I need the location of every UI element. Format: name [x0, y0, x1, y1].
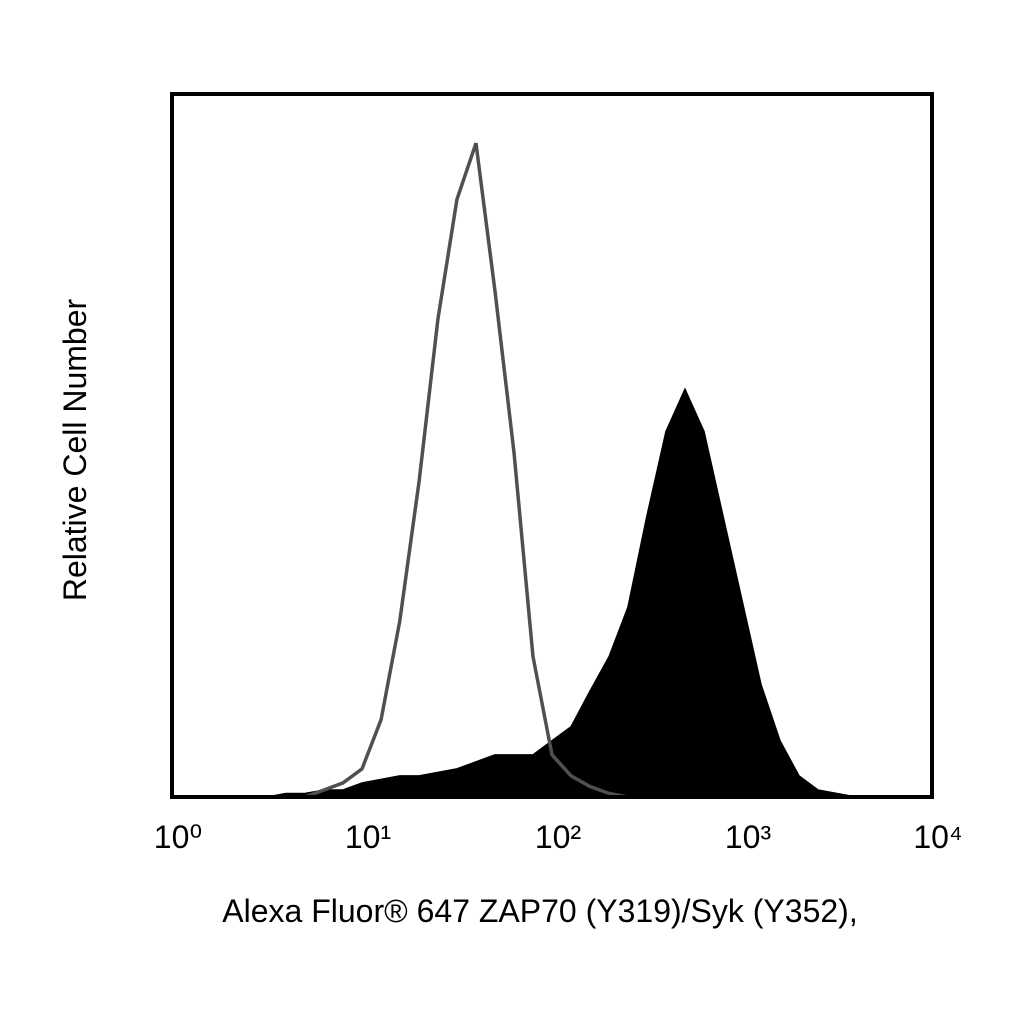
x-axis-label: Alexa Fluor® 647 ZAP70 (Y319)/Syk (Y352)…: [222, 893, 857, 929]
histogram-outline: [172, 142, 913, 799]
x-tick-label: 10¹: [345, 819, 391, 855]
histogram-filled: [172, 387, 913, 798]
plot-frame: [170, 92, 934, 799]
x-tick-label: 10⁴: [913, 819, 962, 855]
x-tick-label: 10²: [535, 819, 582, 855]
x-tick-label: 10⁰: [154, 819, 202, 855]
y-axis-label: Relative Cell Number: [57, 298, 93, 601]
x-tick-label: 10³: [725, 819, 772, 855]
